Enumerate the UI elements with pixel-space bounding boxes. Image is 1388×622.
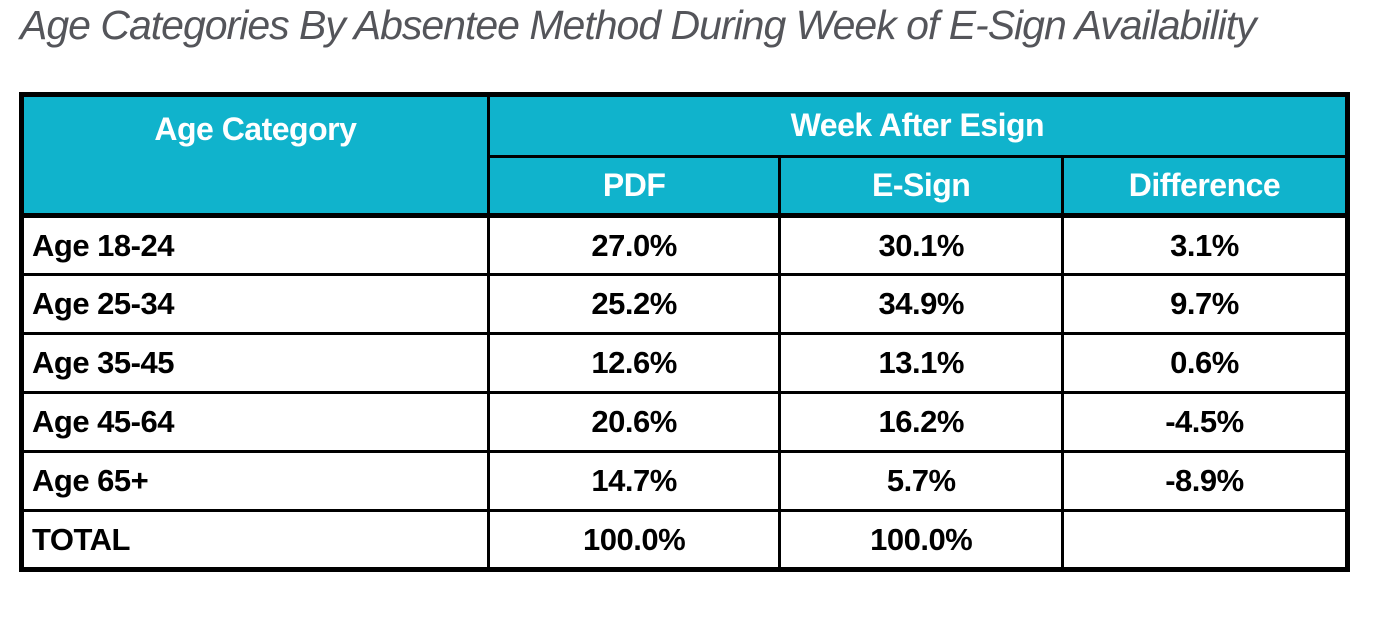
header-row-sub: PDF E-Sign Difference [22, 154, 1350, 219]
esign-value-cell: 16.2% [778, 391, 1064, 453]
table-row: Age 35-45 12.6% 13.1% 0.6% [20, 332, 1350, 394]
col-header-esign: E-Sign [778, 154, 1064, 219]
pdf-value-cell: 14.7% [486, 450, 782, 512]
difference-value-cell: 0.6% [1060, 332, 1350, 394]
age-label-cell: TOTAL [20, 509, 490, 571]
age-label-cell: Age 18-24 [20, 214, 490, 276]
table-row-total: TOTAL 100.0% 100.0% [20, 509, 1350, 571]
group-header-week-after-esign: Week After Esign [486, 93, 1350, 158]
age-label-cell: Age 65+ [20, 450, 490, 512]
difference-value-cell: 9.7% [1060, 273, 1350, 335]
difference-value-cell [1060, 509, 1350, 571]
table-header: Age Category Week After Esign PDF E-Sign… [20, 93, 1350, 219]
table-row: Age 25-34 25.2% 34.9% 9.7% [20, 273, 1350, 335]
difference-value-cell: -8.9% [1060, 450, 1350, 512]
table-row: Age 65+ 14.7% 5.7% -8.9% [20, 450, 1350, 512]
age-label-cell: Age 45-64 [20, 391, 490, 453]
difference-value-cell: 3.1% [1060, 214, 1350, 276]
age-category-table: Age Category Week After Esign PDF E-Sign… [19, 92, 1350, 572]
esign-value-cell: 13.1% [778, 332, 1064, 394]
age-label-cell: Age 25-34 [20, 273, 490, 335]
esign-value-cell: 30.1% [778, 214, 1064, 276]
pdf-value-cell: 100.0% [486, 509, 782, 571]
esign-value-cell: 100.0% [778, 509, 1064, 571]
pdf-value-cell: 20.6% [486, 391, 782, 453]
header-row-group: Age Category Week After Esign [20, 93, 1350, 218]
table-body: Age 18-24 27.0% 30.1% 3.1% Age 25-34 25.… [20, 214, 1350, 571]
age-label-cell: Age 35-45 [20, 332, 490, 394]
page-title: Age Categories By Absentee Method During… [20, 2, 1257, 48]
col-header-age-category: Age Category [20, 93, 490, 218]
pdf-value-cell: 27.0% [486, 214, 782, 276]
pdf-value-cell: 12.6% [486, 332, 782, 394]
col-header-difference: Difference [1060, 154, 1350, 219]
difference-value-cell: -4.5% [1060, 391, 1350, 453]
table-row: Age 45-64 20.6% 16.2% -4.5% [20, 391, 1350, 453]
col-header-pdf: PDF [486, 154, 782, 219]
table-row: Age 18-24 27.0% 30.1% 3.1% [20, 214, 1350, 276]
pdf-value-cell: 25.2% [486, 273, 782, 335]
esign-value-cell: 34.9% [778, 273, 1064, 335]
esign-value-cell: 5.7% [778, 450, 1064, 512]
